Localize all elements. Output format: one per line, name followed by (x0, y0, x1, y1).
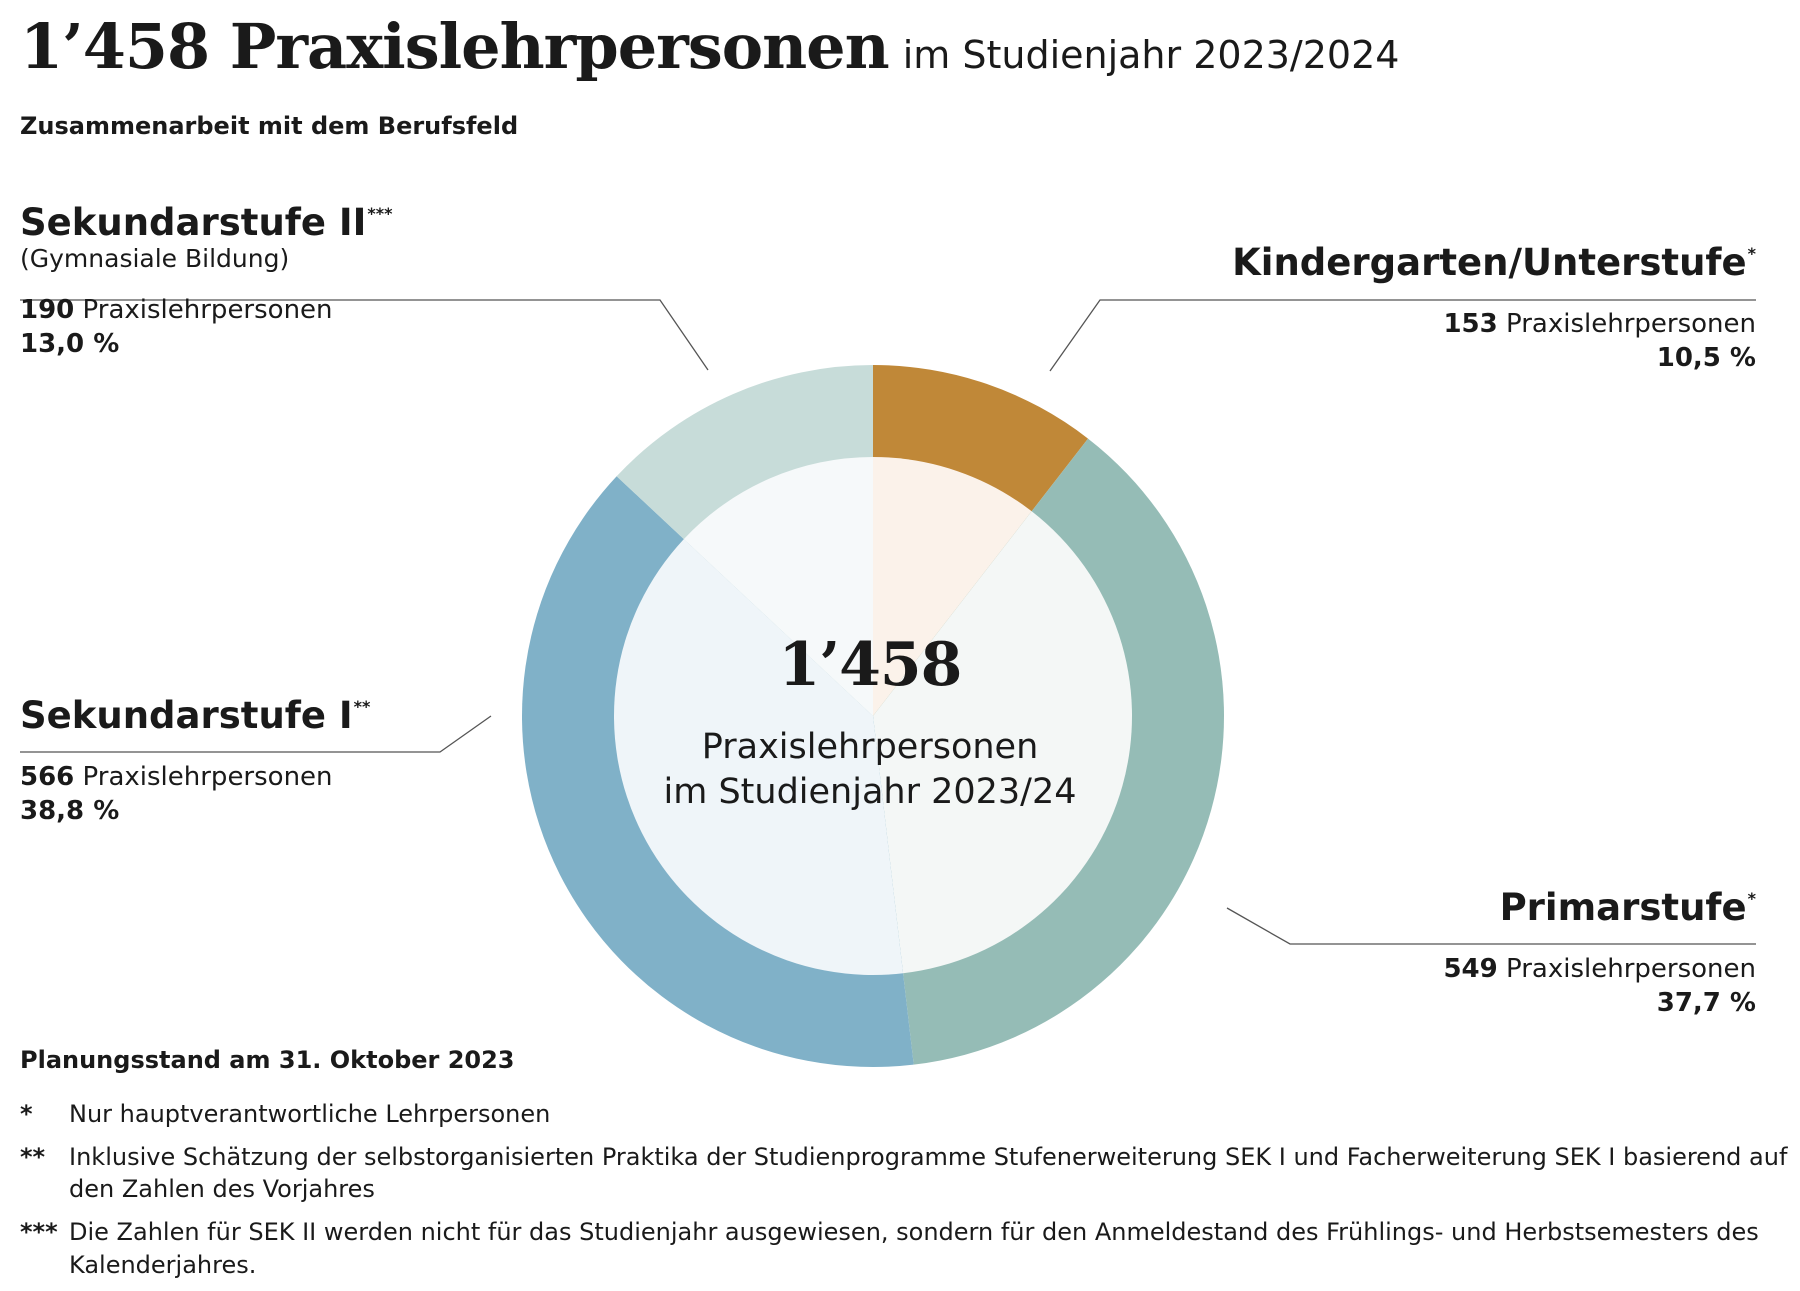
chart-subtitle: Zusammenarbeit mit dem Berufsfeld (20, 112, 519, 140)
leader-line-primar (1226, 907, 1756, 945)
label-sek2: Sekundarstufe II*** (Gymnasiale Bildung)… (20, 201, 393, 362)
footnote-1: * Nur hauptverantwortliche Lehrpersonen (20, 1098, 1790, 1131)
slice-inner-kiga (873, 457, 1032, 716)
segment-count: 190 Praxislehrpersonen (20, 294, 333, 325)
footnote-mark: *** (367, 204, 393, 223)
segment-name: Sekundarstufe I** (20, 694, 371, 737)
footnote-3: *** Die Zahlen für SEK II werden nicht f… (20, 1216, 1790, 1281)
segment-count: 153 Praxislehrpersonen (1443, 308, 1756, 339)
slice-inner-primar (873, 511, 1132, 974)
center-label: Praxislehrpersonen im Studienjahr 2023/2… (560, 725, 1180, 815)
footnote-mark: * (1747, 889, 1756, 908)
footnote-text: Inklusive Schätzung der selbstorganisier… (69, 1142, 1788, 1204)
footnote-mark: * (20, 1100, 33, 1128)
segment-percentage: 37,7 % (1656, 988, 1756, 1019)
chart-title: 1’458 Praxislehrpersonen im Studienjahr 2… (20, 10, 1399, 83)
segment-percentage: 10,5 % (1656, 343, 1756, 374)
segment-percentage: 13,0 % (20, 329, 120, 360)
donut-slices (521, 365, 1224, 1067)
segment-name: Primarstufe* (1499, 886, 1756, 929)
slice-inner-sek2 (683, 457, 873, 716)
slice-inner-sek1 (613, 539, 904, 975)
footnote-mark: ** (20, 1142, 46, 1171)
center-label-line2: im Studienjahr 2023/24 (663, 771, 1077, 812)
segment-count: 549 Praxislehrpersonen (1443, 953, 1756, 984)
leader-line-sek2 (20, 299, 709, 371)
segment-name: Sekundarstufe II*** (20, 201, 393, 244)
title-suffix: im Studienjahr 2023/2024 (902, 33, 1400, 77)
planning-date: Planungsstand am 31. Oktober 2023 (20, 1046, 515, 1074)
footnotes: * Nur hauptverantwortliche Lehrpersonen … (20, 1098, 1790, 1291)
leader-line-sek1 (20, 715, 492, 753)
footnote-mark: ** (353, 697, 371, 716)
center-label-line1: Praxislehrpersonen (701, 727, 1039, 767)
footnote-mark: * (1747, 244, 1756, 263)
segment-name: Kindergarten/Unterstufe* (1232, 241, 1756, 284)
footnote-mark: *** (20, 1217, 58, 1246)
footnote-2: ** Inklusive Schätzung der selbstorganis… (20, 1141, 1790, 1206)
title-main: 1’458 Praxislehrpersonen (20, 10, 890, 83)
footnote-text: Die Zahlen für SEK II werden nicht für d… (69, 1217, 1759, 1279)
segment-count: 566 Praxislehrpersonen (20, 761, 333, 792)
label-kiga: Kindergarten/Unterstufe* 153 Praxislehrp… (1232, 241, 1756, 376)
label-sek1: Sekundarstufe I** 566 Praxislehrpersonen… (20, 694, 371, 829)
leader-line-kiga (1049, 299, 1756, 372)
center-total: 1’458 (778, 630, 963, 700)
label-primar: Primarstufe* 549 Praxislehrpersonen 37,7… (1443, 886, 1756, 1021)
leader-lines (20, 299, 1756, 945)
segment-percentage: 38,8 % (20, 796, 120, 827)
segment-note: (Gymnasiale Bildung) (20, 243, 290, 273)
footnote-text: Nur hauptverantwortliche Lehrpersonen (69, 1100, 551, 1128)
